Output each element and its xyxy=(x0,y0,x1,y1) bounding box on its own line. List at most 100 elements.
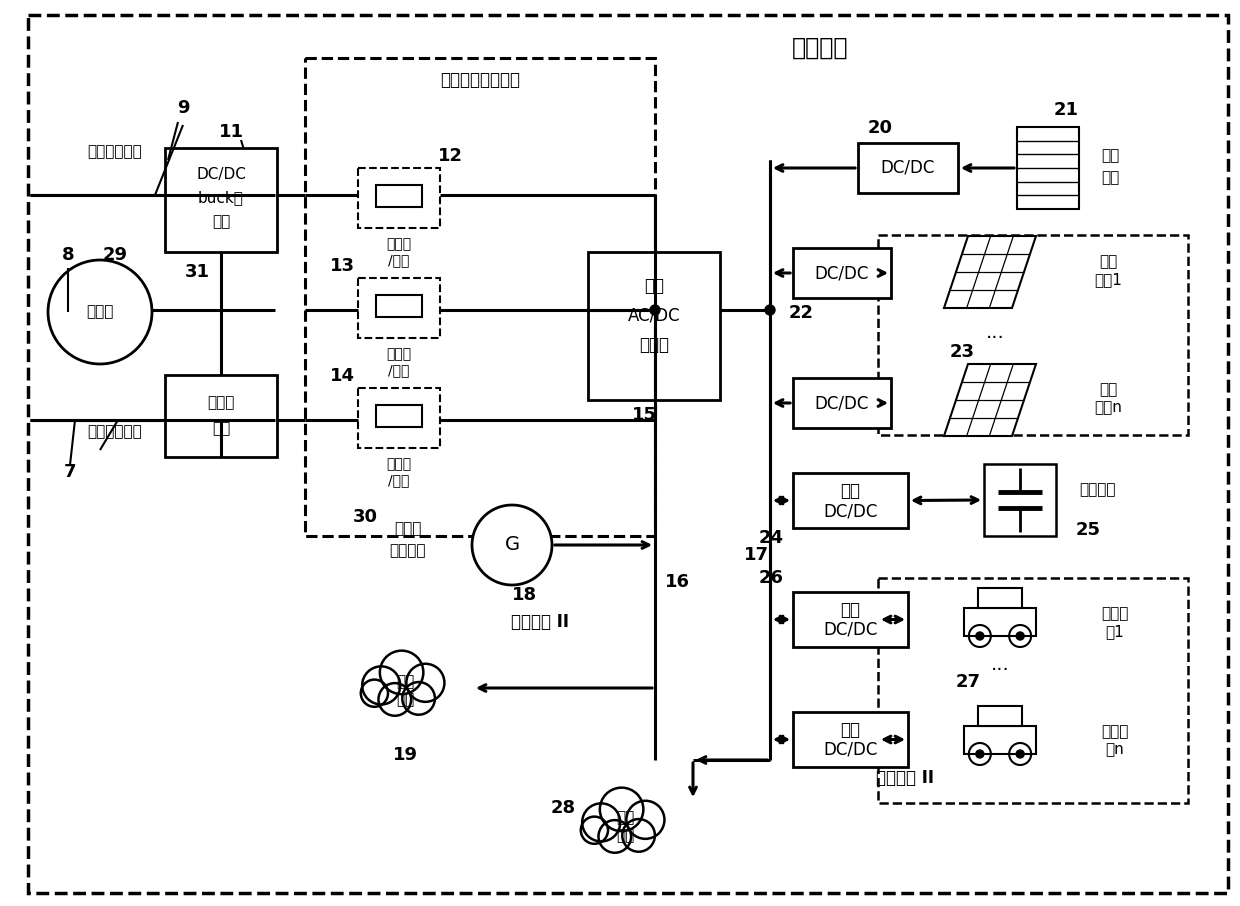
Text: 9: 9 xyxy=(177,99,190,117)
Text: DC/DC: DC/DC xyxy=(823,621,878,639)
Text: 19: 19 xyxy=(393,746,418,764)
Text: 断路器: 断路器 xyxy=(387,347,412,361)
Text: AC/DC: AC/DC xyxy=(627,306,681,324)
Text: 模块n: 模块n xyxy=(1094,400,1122,416)
Text: 负荷: 负荷 xyxy=(396,692,414,708)
Circle shape xyxy=(362,666,401,705)
Text: 交流母线 II: 交流母线 II xyxy=(511,613,569,631)
Text: 桩n: 桩n xyxy=(1106,743,1125,757)
Text: 光电输送专线: 光电输送专线 xyxy=(88,144,143,159)
Text: 14: 14 xyxy=(330,367,355,385)
Circle shape xyxy=(650,305,660,315)
Text: 31: 31 xyxy=(185,263,210,281)
Bar xyxy=(165,148,277,252)
Text: 27: 27 xyxy=(956,673,981,691)
Text: 充放电: 充放电 xyxy=(1101,606,1128,622)
Text: 28: 28 xyxy=(551,799,575,817)
Text: 双向: 双向 xyxy=(841,721,861,739)
Bar xyxy=(794,248,892,298)
Bar xyxy=(358,388,440,448)
Text: /开关: /开关 xyxy=(388,363,409,377)
Bar xyxy=(794,473,908,528)
Bar xyxy=(794,712,908,767)
Text: 18: 18 xyxy=(511,586,537,604)
Text: /开关: /开关 xyxy=(388,473,409,487)
Bar xyxy=(878,578,1188,803)
Text: 电池: 电池 xyxy=(1101,170,1120,186)
Circle shape xyxy=(379,651,423,694)
Text: 21: 21 xyxy=(1054,101,1079,119)
Text: 17: 17 xyxy=(744,546,769,564)
Text: 桩1: 桩1 xyxy=(1106,624,1125,640)
Bar xyxy=(305,58,655,536)
Text: 双向: 双向 xyxy=(644,277,663,295)
Text: 交流: 交流 xyxy=(396,674,414,689)
Bar xyxy=(963,608,1035,636)
Text: G: G xyxy=(505,535,520,554)
Circle shape xyxy=(626,801,665,839)
Text: DC/DC: DC/DC xyxy=(823,502,878,520)
Bar xyxy=(985,464,1056,536)
Text: 换器: 换器 xyxy=(212,215,231,229)
Text: 微网单元: 微网单元 xyxy=(792,36,848,60)
Bar xyxy=(978,588,1022,608)
Text: 12: 12 xyxy=(438,147,463,165)
Circle shape xyxy=(378,683,412,716)
Text: 直流母线 II: 直流母线 II xyxy=(875,769,934,787)
Bar xyxy=(963,726,1035,754)
Text: 29: 29 xyxy=(103,246,128,264)
Bar xyxy=(1017,127,1079,209)
Text: 燃料: 燃料 xyxy=(1101,149,1120,163)
Circle shape xyxy=(1016,632,1024,640)
Text: 光伏: 光伏 xyxy=(1099,255,1117,269)
Bar xyxy=(377,185,422,207)
Text: 充放电: 充放电 xyxy=(1101,725,1128,739)
Circle shape xyxy=(361,680,388,707)
Circle shape xyxy=(976,750,983,758)
Bar xyxy=(878,235,1188,435)
Circle shape xyxy=(472,505,552,585)
Polygon shape xyxy=(944,364,1035,436)
Text: ···: ··· xyxy=(991,660,1009,680)
Text: 降压变: 降压变 xyxy=(207,396,234,410)
Circle shape xyxy=(407,664,444,702)
Text: 直流: 直流 xyxy=(616,811,634,825)
Bar xyxy=(377,294,422,317)
Text: 11: 11 xyxy=(218,123,243,141)
Text: 15: 15 xyxy=(631,406,656,424)
Circle shape xyxy=(1016,750,1024,758)
Bar xyxy=(165,375,277,457)
Text: 13: 13 xyxy=(330,257,355,275)
Text: 断路器: 断路器 xyxy=(387,457,412,471)
Text: 16: 16 xyxy=(665,573,689,591)
Text: 22: 22 xyxy=(789,304,813,322)
Bar xyxy=(588,252,720,400)
Text: DC/DC: DC/DC xyxy=(823,741,878,759)
Text: 光伏: 光伏 xyxy=(1099,382,1117,398)
Text: 30: 30 xyxy=(352,508,377,526)
Text: 双向: 双向 xyxy=(841,482,861,500)
Text: 25: 25 xyxy=(1075,521,1101,539)
Text: 分布式: 分布式 xyxy=(394,522,422,536)
Text: 模块1: 模块1 xyxy=(1094,273,1122,287)
Text: DC/DC: DC/DC xyxy=(815,264,869,282)
Bar xyxy=(858,143,959,193)
Text: /开关: /开关 xyxy=(388,253,409,267)
Text: 压器: 压器 xyxy=(212,421,231,437)
Text: 双向: 双向 xyxy=(841,601,861,619)
Text: 20: 20 xyxy=(868,119,893,137)
Bar xyxy=(377,405,422,428)
Text: 微网单元调度中心: 微网单元调度中心 xyxy=(440,71,520,89)
Circle shape xyxy=(600,787,644,831)
Text: DC/DC: DC/DC xyxy=(815,394,869,412)
Text: 26: 26 xyxy=(759,569,784,587)
Circle shape xyxy=(402,682,435,715)
Circle shape xyxy=(48,260,153,364)
Text: 风电输送专线: 风电输送专线 xyxy=(88,425,143,439)
Bar xyxy=(358,278,440,338)
Circle shape xyxy=(622,819,655,852)
Text: 负荷: 负荷 xyxy=(616,828,634,843)
Text: 断路器: 断路器 xyxy=(387,237,412,251)
Circle shape xyxy=(580,816,608,843)
Bar xyxy=(358,168,440,228)
